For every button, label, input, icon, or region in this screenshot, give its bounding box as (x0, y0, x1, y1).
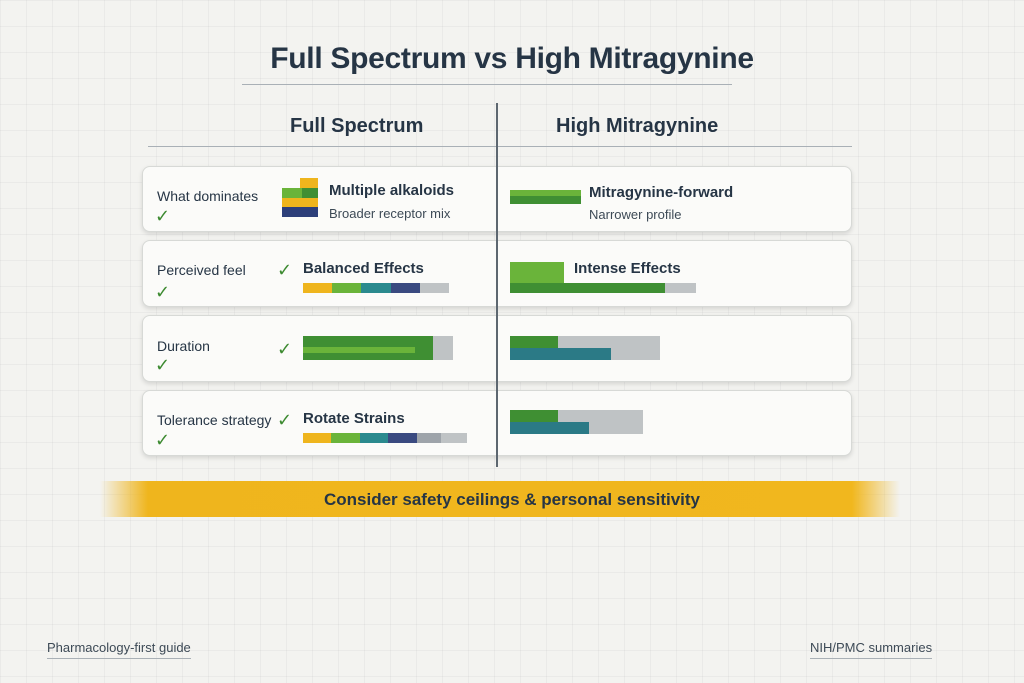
left-title-balanced-effects: Balanced Effects (303, 260, 424, 277)
page-title: Full Spectrum vs High Mitragynine (270, 42, 754, 75)
title-underline (242, 84, 732, 85)
row-label-tolerance-strategy: Tolerance strategy (157, 412, 272, 428)
intense-effects-block (510, 262, 564, 284)
column-header-full-spectrum: Full Spectrum (290, 115, 424, 137)
column-divider (496, 103, 498, 467)
footer-left-note: Pharmacology-first guide (47, 640, 191, 659)
balanced-effects-bar (303, 283, 449, 293)
left-title-multiple-alkaloids: Multiple alkaloids (329, 182, 455, 199)
checkmark-icon: ✓ (155, 206, 171, 226)
safety-banner (100, 481, 900, 517)
left-subtitle-broader-receptor-mix: Broader receptor mix (329, 206, 451, 221)
row-label-duration: Duration (157, 338, 210, 354)
row-label-perceived-feel: Perceived feel (157, 262, 246, 278)
safety-banner-text: Consider safety ceilings & personal sens… (323, 490, 701, 509)
full-spectrum-duration-bar (303, 336, 453, 360)
mitragynine-forward-bar (510, 190, 581, 204)
right-title-intense-effects: Intense Effects (574, 260, 681, 277)
checkmark-icon: ✓ (155, 430, 171, 450)
high-mitragynine-duration-bar (510, 336, 660, 360)
checkmark-icon: ✓ (277, 260, 293, 280)
header-rule (148, 146, 852, 147)
checkmark-icon: ✓ (277, 339, 293, 359)
rotate-strains-bar (303, 433, 467, 443)
right-subtitle-narrower-profile: Narrower profile (589, 207, 682, 222)
intense-effects-bar (510, 283, 696, 293)
checkmark-icon: ✓ (155, 282, 171, 302)
left-title-rotate-strains: Rotate Strains (303, 410, 405, 427)
right-title-mitragynine-forward: Mitragynine-forward (589, 184, 734, 201)
checkmark-icon: ✓ (155, 355, 171, 375)
column-header-high-mitragynine: High Mitragynine (556, 115, 719, 137)
row-label-what-dominates: What dominates (157, 188, 259, 204)
alkaloid-stack-icon (282, 178, 318, 217)
high-mitragynine-tolerance-bar (510, 410, 643, 434)
footer-right-note: NIH/PMC summaries (810, 640, 933, 659)
checkmark-icon: ✓ (277, 410, 293, 430)
